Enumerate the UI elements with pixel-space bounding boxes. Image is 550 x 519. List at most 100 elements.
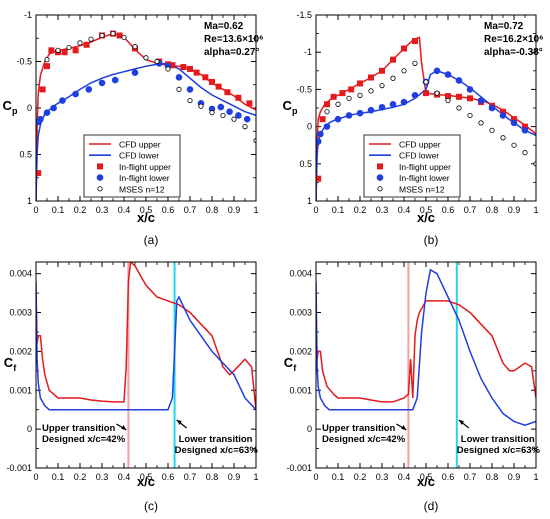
data-point-mses	[522, 150, 528, 156]
data-point-inflight-lower	[98, 79, 106, 87]
data-point-mses	[77, 40, 83, 46]
x-tick-label: 0.1	[52, 205, 65, 215]
data-point-mses	[220, 112, 226, 119]
x-tick-label: 0.3	[96, 472, 109, 482]
plot-area	[316, 268, 536, 426]
data-point-mses	[368, 88, 374, 94]
x-tick-label: 0.3	[96, 205, 109, 215]
data-point-inflight-upper	[348, 86, 355, 93]
x-tick-label: 0.8	[206, 472, 219, 482]
data-point-mses	[511, 142, 517, 148]
data-point-mses	[143, 55, 149, 61]
upper-transition-label: Upper transition	[42, 423, 116, 434]
data-point-inflight-upper	[116, 32, 123, 39]
x-tick-label: 0.6	[442, 472, 455, 482]
plot-area	[36, 30, 256, 201]
legend-swatch-square	[377, 163, 383, 170]
data-point-inflight-upper	[500, 108, 506, 115]
y-tick-label: 0	[27, 424, 32, 434]
data-point-mses	[99, 32, 105, 39]
plot-frame	[35, 14, 257, 202]
data-point-inflight-upper	[224, 89, 231, 96]
legend-label: CFD upper	[399, 140, 441, 150]
x-tick-label: 1	[533, 472, 538, 482]
x-tick-label: 0.4	[398, 472, 411, 482]
y-tick-label: 0.002	[289, 346, 312, 356]
data-point-inflight-upper	[445, 93, 451, 100]
data-point-inflight-upper	[180, 64, 187, 71]
panel-caption: (a)	[144, 233, 159, 247]
data-point-mses	[379, 83, 385, 89]
data-point-inflight-upper	[423, 90, 429, 97]
x-tick-label: 0.8	[206, 205, 219, 215]
data-point-inflight-lower	[389, 100, 397, 108]
data-point-inflight-upper	[357, 80, 363, 87]
panel-b: 0 0.1 0.2 0.3 0.4 0.5 0.6 0.7 0.8 0.9 1 1 0.5 0 -0.5 -1…	[283, 10, 544, 247]
data-point-mses	[198, 103, 204, 109]
x-tick-label: 0	[313, 472, 318, 482]
condition-annotation: Re=16.2×10⁶	[484, 34, 544, 45]
legend-swatch-open-circle	[97, 186, 103, 192]
plot-frame	[315, 261, 537, 469]
condition-annotation: alpha=0.27°	[204, 47, 259, 58]
data-point-mses	[434, 90, 440, 96]
x-tick-label: 0.7	[464, 205, 477, 215]
data-point-inflight-upper	[456, 93, 462, 100]
x-tick-label: 0.2	[354, 472, 367, 482]
data-point-inflight-lower	[316, 138, 322, 145]
data-point-mses	[324, 109, 330, 115]
data-point-mses	[412, 60, 418, 66]
legend-swatch-circle	[376, 174, 384, 181]
y-tick-label: -0.001	[6, 463, 32, 473]
x-tick-label: 0.8	[486, 472, 499, 482]
y-tick-label: -1	[304, 47, 312, 57]
x-tick-label: 0.9	[508, 205, 521, 215]
data-point-inflight-upper	[193, 69, 200, 76]
data-point-mses	[209, 110, 215, 116]
data-point-inflight-upper	[48, 47, 55, 54]
data-point-mses	[154, 58, 160, 65]
x-tick-label: 0	[33, 205, 38, 215]
x-tick-label: 0.4	[118, 205, 131, 215]
data-point-inflight-lower	[499, 112, 507, 119]
x-tick-label: 0.3	[376, 205, 389, 215]
data-point-inflight-lower	[466, 86, 474, 93]
data-point-mses	[489, 127, 495, 133]
y-tick-label: 0	[307, 122, 312, 132]
legend-label: CFD upper	[119, 140, 161, 150]
data-point-mses	[346, 95, 352, 101]
data-point-inflight-upper	[522, 123, 528, 130]
data-point-inflight-lower	[226, 108, 233, 116]
x-tick-label: 0.2	[354, 205, 367, 215]
series-line-upper	[316, 300, 536, 403]
y-tick-label: 0.5	[299, 159, 312, 169]
x-tick-label: 0.9	[228, 472, 241, 482]
data-point-inflight-upper	[511, 116, 517, 123]
data-point-mses	[121, 34, 127, 40]
data-point-mses	[165, 66, 171, 72]
data-point-mses	[110, 30, 116, 37]
legend-label: MSES n=12	[399, 184, 445, 194]
x-tick-label: 0.2	[74, 205, 87, 215]
data-point-inflight-lower	[455, 77, 463, 84]
y-tick-label: 0.004	[289, 269, 312, 279]
lower-transition-arrowhead	[458, 420, 464, 425]
x-tick-label: 0.9	[508, 472, 521, 482]
panel-c: 0 0.1 0.2 0.3 0.4 0.5 0.6 0.7 0.8 0.9 1-0.00100.00…	[4, 261, 259, 513]
plot-area	[36, 262, 256, 411]
y-tick-label: -1.5	[296, 10, 312, 20]
panel-caption: (c)	[144, 499, 158, 513]
x-tick-label: 0.2	[74, 472, 87, 482]
y-axis-label: Cf	[284, 355, 297, 373]
lower-transition-label: Lower transition	[179, 434, 253, 445]
x-axis-label: x/c	[417, 210, 435, 225]
legend-swatch-circle	[96, 174, 104, 181]
upper-transition-label: Designed x/c=42%	[42, 434, 126, 445]
data-point-inflight-upper	[319, 116, 326, 123]
data-point-inflight-lower	[356, 109, 364, 117]
data-point-inflight-upper	[246, 100, 253, 107]
data-point-inflight-upper	[316, 175, 322, 182]
legend-label: In-flight lower	[399, 173, 450, 183]
